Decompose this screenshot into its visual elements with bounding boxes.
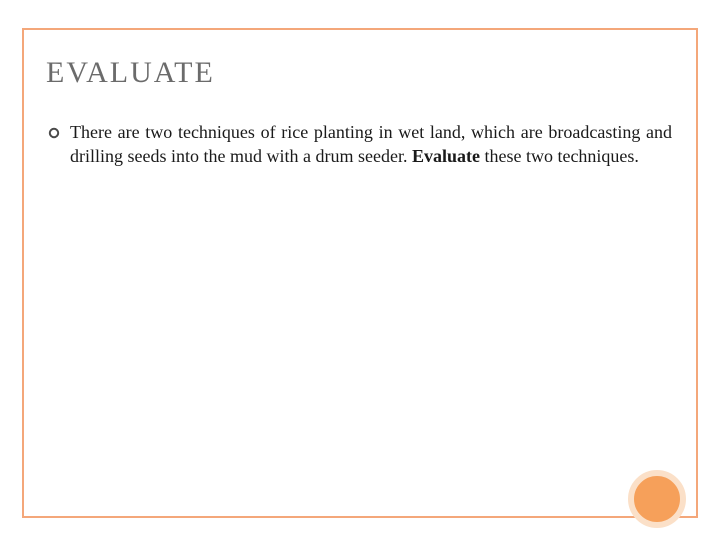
bullet-text-post: these two techniques. (480, 146, 639, 166)
frame-border-top (22, 28, 698, 30)
frame-border-bottom (22, 516, 698, 518)
slide-title: EVALUATE (42, 56, 219, 90)
bullet-text-bold: Evaluate (412, 146, 480, 166)
corner-accent-circle-icon (628, 470, 686, 528)
bullet-item: There are two techniques of rice plantin… (48, 120, 672, 169)
slide-content: There are two techniques of rice plantin… (48, 120, 672, 169)
frame-border-right (696, 28, 698, 518)
bullet-circle-icon (48, 126, 60, 144)
frame-border-left (22, 28, 24, 518)
bullet-text: There are two techniques of rice plantin… (70, 120, 672, 169)
slide: EVALUATE There are two techniques of ric… (0, 0, 720, 540)
